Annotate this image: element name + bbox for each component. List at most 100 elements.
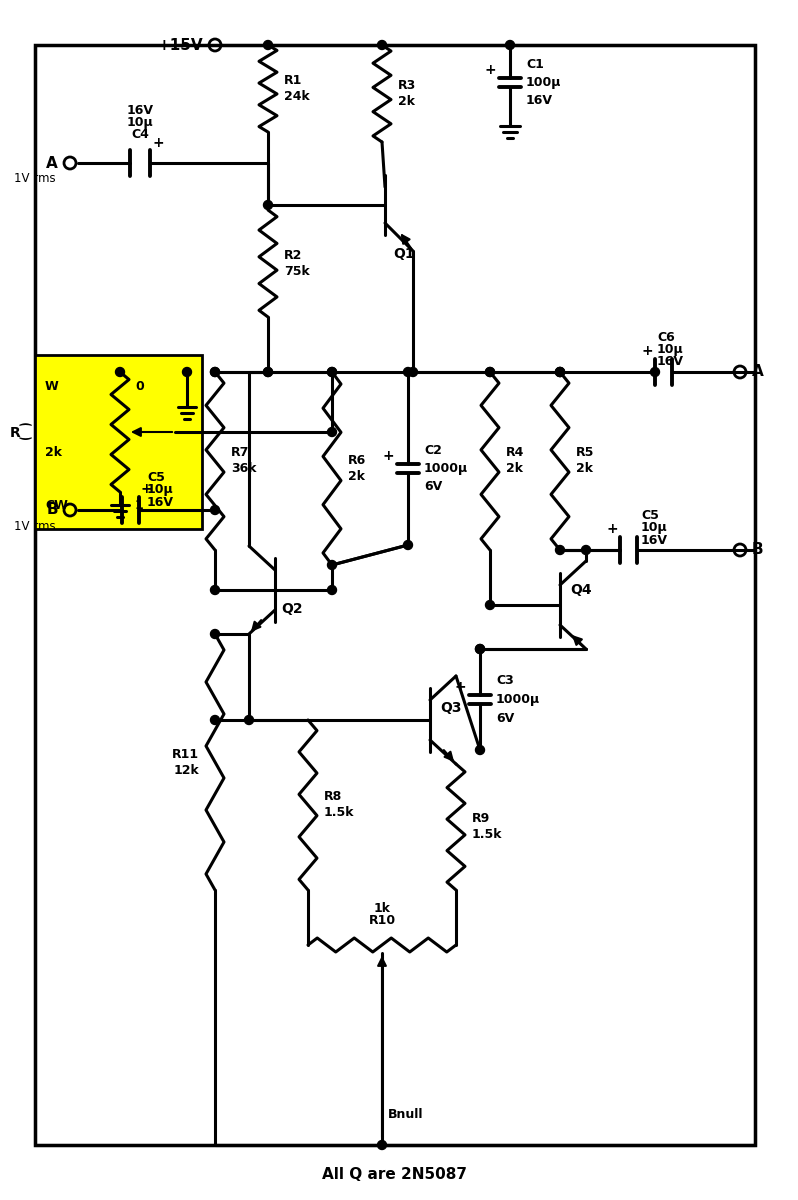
Text: 2k: 2k	[506, 462, 523, 475]
Text: R5: R5	[576, 446, 595, 460]
Text: 10μ: 10μ	[147, 482, 174, 496]
Text: 6V: 6V	[496, 712, 514, 725]
Circle shape	[555, 367, 564, 377]
Text: A: A	[752, 365, 764, 379]
Circle shape	[505, 41, 515, 49]
Circle shape	[409, 367, 417, 377]
Text: 16V: 16V	[657, 355, 684, 368]
Text: +: +	[141, 482, 152, 496]
Text: 12k: 12k	[173, 763, 199, 776]
Text: C5: C5	[147, 470, 165, 484]
Circle shape	[476, 644, 484, 654]
Text: R6: R6	[348, 454, 366, 467]
Text: R10: R10	[369, 914, 396, 926]
FancyBboxPatch shape	[35, 44, 755, 1145]
Text: 1.5k: 1.5k	[472, 828, 503, 841]
Text: 1000μ: 1000μ	[424, 462, 468, 475]
Circle shape	[263, 200, 272, 210]
Circle shape	[327, 560, 337, 570]
Text: R2: R2	[284, 248, 302, 262]
Text: W: W	[45, 380, 59, 392]
Text: 6V: 6V	[424, 480, 442, 493]
Text: CW: CW	[45, 499, 68, 512]
Text: 10μ: 10μ	[641, 521, 668, 534]
Circle shape	[476, 644, 484, 654]
Text: 2k: 2k	[576, 462, 593, 475]
Text: 1V rms: 1V rms	[14, 173, 56, 186]
Text: 10μ: 10μ	[657, 343, 684, 356]
Text: B: B	[46, 503, 58, 517]
Text: R7: R7	[231, 446, 249, 460]
Text: Bnull: Bnull	[388, 1109, 424, 1122]
Text: 16V: 16V	[147, 496, 174, 509]
Text: 16V: 16V	[526, 95, 553, 108]
Text: 2k: 2k	[348, 470, 365, 482]
Text: A: A	[46, 156, 58, 170]
Circle shape	[485, 367, 495, 377]
Text: +: +	[606, 522, 618, 536]
Circle shape	[263, 367, 272, 377]
Text: All Q are 2N5087: All Q are 2N5087	[322, 1166, 468, 1182]
Circle shape	[211, 630, 219, 638]
Text: 2k: 2k	[398, 95, 415, 108]
Circle shape	[327, 427, 337, 437]
Text: 0: 0	[135, 380, 144, 392]
Text: R9: R9	[472, 812, 490, 826]
Text: Q2: Q2	[281, 602, 302, 616]
Text: 16V: 16V	[641, 534, 668, 547]
Text: 10μ: 10μ	[127, 116, 153, 128]
Text: +: +	[484, 62, 496, 77]
Text: C3: C3	[496, 674, 514, 688]
Circle shape	[211, 367, 219, 377]
Text: 2k: 2k	[45, 445, 62, 458]
Text: C5: C5	[641, 509, 659, 522]
Text: +: +	[152, 136, 164, 150]
Circle shape	[327, 367, 337, 377]
Circle shape	[555, 367, 564, 377]
Circle shape	[211, 586, 219, 594]
Text: C6: C6	[657, 331, 675, 344]
Text: 75k: 75k	[284, 265, 310, 278]
Circle shape	[116, 367, 124, 377]
Text: Q4: Q4	[570, 583, 591, 596]
Text: R3: R3	[398, 79, 417, 92]
Text: R11: R11	[172, 748, 199, 761]
Circle shape	[377, 41, 386, 49]
Text: C4: C4	[131, 128, 149, 140]
Circle shape	[211, 505, 219, 515]
Circle shape	[327, 367, 337, 377]
Circle shape	[650, 367, 659, 377]
Circle shape	[476, 745, 484, 755]
Text: +15V: +15V	[157, 37, 203, 53]
Text: C2: C2	[424, 444, 442, 456]
Text: R⁐: R⁐	[10, 424, 32, 440]
Text: +: +	[642, 344, 653, 358]
Text: 16V: 16V	[127, 104, 153, 116]
Circle shape	[404, 367, 413, 377]
Circle shape	[555, 546, 564, 554]
Text: R4: R4	[506, 446, 524, 460]
Circle shape	[377, 1140, 386, 1150]
Circle shape	[263, 41, 272, 49]
Text: R8: R8	[324, 791, 342, 804]
Text: +: +	[382, 449, 394, 463]
Text: R1: R1	[284, 74, 302, 86]
Circle shape	[263, 367, 272, 377]
Text: 1V rms: 1V rms	[14, 520, 56, 533]
Text: C1: C1	[526, 58, 544, 71]
Circle shape	[211, 367, 219, 377]
Circle shape	[244, 715, 254, 725]
Text: 1k: 1k	[373, 902, 390, 914]
Text: 1000μ: 1000μ	[496, 692, 540, 706]
Text: B: B	[752, 542, 764, 558]
Circle shape	[485, 367, 495, 377]
Circle shape	[183, 367, 192, 377]
Text: 1.5k: 1.5k	[324, 806, 354, 820]
Circle shape	[582, 546, 591, 554]
Circle shape	[555, 367, 564, 377]
Text: Q3: Q3	[440, 701, 461, 715]
Circle shape	[211, 715, 219, 725]
Text: 100μ: 100μ	[526, 76, 561, 89]
Text: 24k: 24k	[284, 90, 310, 103]
Circle shape	[404, 540, 413, 550]
